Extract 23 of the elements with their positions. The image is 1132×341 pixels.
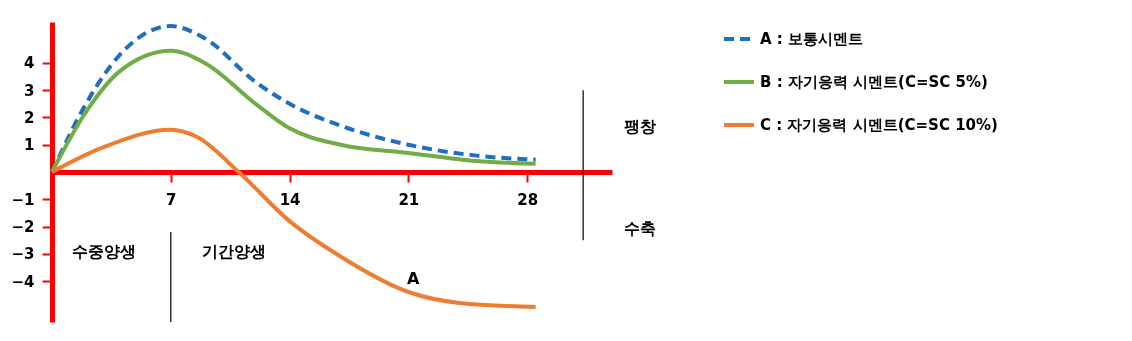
line-series: [50, 127, 538, 309]
annotation: 기간양생: [202, 242, 266, 261]
text: 수축: [624, 219, 656, 238]
annotation: A: [407, 269, 420, 288]
line-series: [50, 48, 538, 174]
y-tick-label: −1: [11, 190, 35, 209]
y-tick-label: 2: [24, 108, 35, 127]
y-tick-label: −3: [11, 245, 35, 264]
legend-label: B : 자기응력 시멘트(C=SC 5%): [760, 73, 988, 91]
legend-label: A : 보통시멘트: [760, 30, 864, 48]
line-series: [50, 24, 538, 174]
y-tick-label: −2: [11, 218, 35, 237]
y-tick-label: 4: [24, 54, 35, 73]
annotation: 수중양생: [72, 242, 136, 261]
legend-label: C : 자기응력 시멘트(C=SC 10%): [760, 116, 998, 134]
x-tick-label: 14: [279, 190, 301, 209]
y-tick-label: −4: [11, 272, 35, 291]
x-tick-label: 21: [398, 190, 420, 209]
y-tick-label: 1: [24, 136, 35, 155]
y-tick-label: 3: [24, 81, 35, 100]
text: 팽창: [624, 117, 656, 136]
x-tick-label: 7: [166, 190, 177, 209]
x-tick-label: 28: [517, 190, 539, 209]
